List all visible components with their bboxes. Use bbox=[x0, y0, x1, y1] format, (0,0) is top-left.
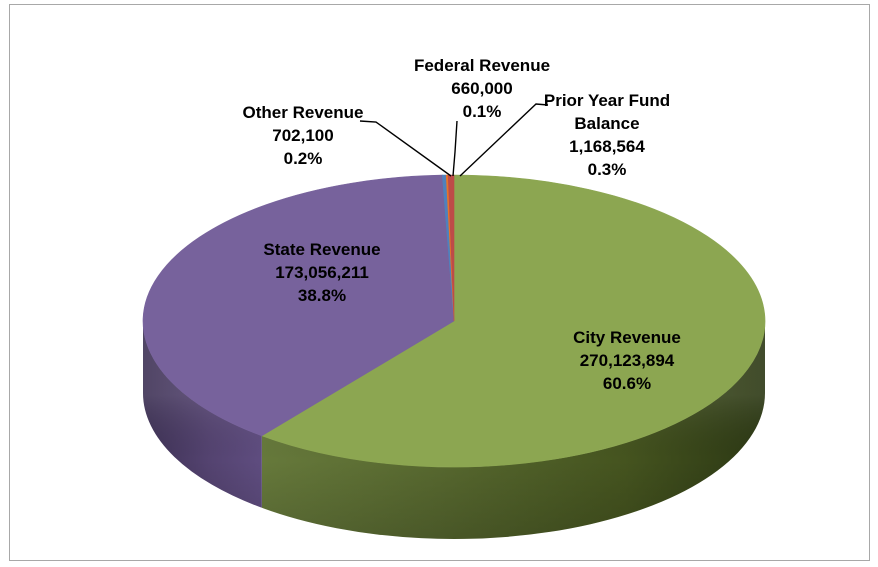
pie-side-walls bbox=[143, 321, 765, 540]
leader-line-other-revenue bbox=[359, 120, 452, 177]
leader-lines bbox=[359, 103, 549, 177]
pie-slice-state-revenue bbox=[142, 174, 455, 437]
pie-slice-city-revenue bbox=[261, 174, 766, 468]
leader-line-prior-year-fund-balance bbox=[459, 103, 549, 177]
pie-slices bbox=[142, 174, 766, 468]
pie-slice-prior-year-fund-balance bbox=[447, 174, 455, 322]
pie-wall-shading bbox=[143, 321, 262, 508]
pie-wall-shading bbox=[261, 321, 765, 540]
leader-line-federal-revenue bbox=[452, 120, 458, 177]
